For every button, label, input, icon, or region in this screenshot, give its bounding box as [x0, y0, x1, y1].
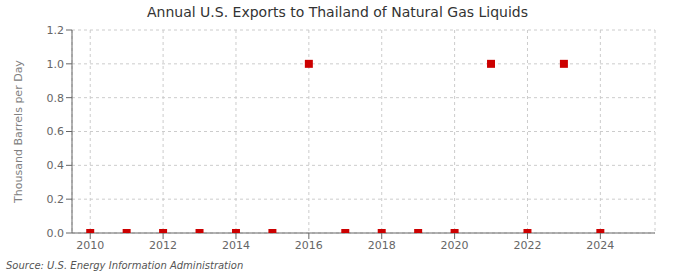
html-text:Annual U.S. Exports to Thailan: Annual U.S. Exports to Thailand of Natur… — [147, 4, 528, 20]
svg-text:2012: 2012 — [149, 239, 177, 252]
svg-text:0.6: 0.6 — [47, 125, 65, 138]
svg-text:2014: 2014 — [222, 239, 250, 252]
svg-text:2018: 2018 — [368, 239, 396, 252]
svg-text:1.2: 1.2 — [47, 24, 65, 37]
svg-text:Thousand Barrels per Day: Thousand Barrels per Day — [12, 60, 25, 204]
svg-text:1.0: 1.0 — [47, 58, 65, 71]
svg-text:2020: 2020 — [441, 239, 469, 252]
html-text:Source: U.S. Energy Informatio: Source: U.S. Energy Information Administ… — [6, 260, 244, 271]
svg-text:2022: 2022 — [513, 239, 541, 252]
svg-text:2024: 2024 — [586, 239, 614, 252]
svg-text:0.0: 0.0 — [47, 227, 65, 240]
svg-text:0.4: 0.4 — [47, 159, 65, 172]
svg-text:2010: 2010 — [76, 239, 104, 252]
svg-text:2016: 2016 — [295, 239, 323, 252]
svg-text:0.2: 0.2 — [47, 193, 65, 206]
svg-text:0.8: 0.8 — [47, 92, 65, 105]
